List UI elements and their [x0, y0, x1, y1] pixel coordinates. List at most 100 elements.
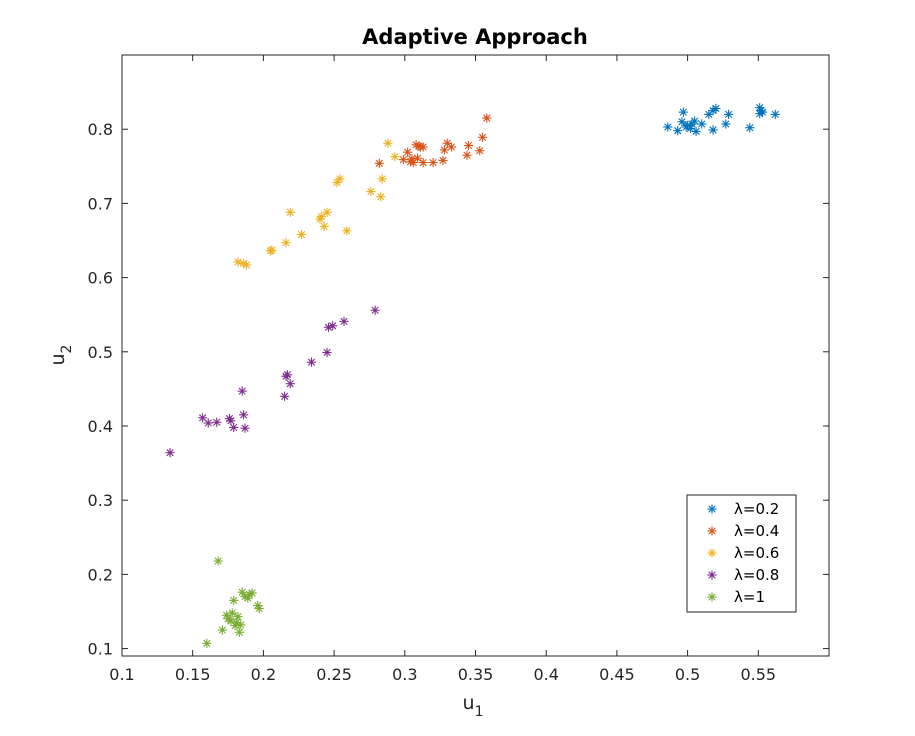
data-point-series-1 — [690, 116, 700, 126]
data-point-series-1 — [721, 119, 731, 129]
data-point-series-4 — [239, 410, 249, 420]
data-point-series-1 — [711, 103, 721, 114]
y-tick-label: 0.5 — [88, 343, 113, 362]
legend-marker-3 — [707, 548, 717, 558]
data-point-series-4 — [203, 418, 213, 428]
data-point-series-1 — [673, 126, 683, 136]
data-points — [165, 103, 780, 648]
data-point-series-2 — [438, 155, 448, 165]
data-point-series-5 — [202, 638, 212, 648]
data-point-series-3 — [383, 138, 393, 148]
data-point-series-2 — [463, 140, 474, 151]
x-axis-label: u1 — [463, 692, 484, 720]
data-point-series-2 — [475, 146, 485, 156]
data-point-series-4 — [212, 417, 222, 427]
data-point-series-5 — [217, 625, 227, 635]
legend-marker-5 — [707, 592, 717, 602]
data-point-series-3 — [322, 207, 332, 217]
data-point-series-3 — [296, 229, 307, 240]
data-point-series-5 — [229, 595, 239, 605]
data-point-series-3 — [285, 207, 295, 217]
legend-label-5: λ=1 — [734, 588, 765, 606]
data-point-series-2 — [398, 155, 408, 165]
data-point-series-5 — [227, 608, 237, 618]
data-point-series-2 — [482, 113, 492, 123]
data-point-series-2 — [439, 145, 449, 155]
x-tick-label: 0.5 — [675, 665, 700, 684]
data-point-series-5 — [234, 627, 244, 637]
data-point-series-1 — [663, 122, 673, 132]
data-point-series-4 — [240, 423, 250, 433]
y-axis-label: u2 — [47, 345, 75, 366]
y-tick-label: 0.1 — [88, 640, 113, 659]
data-point-series-4 — [165, 448, 175, 458]
data-point-series-1 — [708, 125, 718, 135]
data-point-series-2 — [477, 132, 488, 142]
data-point-series-2 — [462, 150, 472, 160]
data-point-series-1 — [770, 109, 780, 119]
data-point-series-5 — [236, 620, 246, 630]
x-tick-label: 0.4 — [533, 665, 558, 684]
data-point-series-2 — [412, 153, 423, 163]
data-point-series-1 — [677, 117, 687, 127]
data-point-series-4 — [328, 321, 338, 331]
y-tick-label: 0.8 — [88, 120, 113, 139]
data-point-series-2 — [403, 147, 413, 157]
data-point-series-4 — [339, 316, 349, 326]
legend-marker-2 — [707, 526, 717, 536]
y-tick-label: 0.2 — [88, 565, 113, 584]
y-tick-label: 0.6 — [88, 269, 113, 288]
data-point-series-2 — [374, 158, 384, 168]
y-tick-label: 0.4 — [88, 417, 113, 436]
y-tick-label: 0.3 — [88, 491, 113, 510]
data-point-series-1 — [678, 107, 688, 117]
data-point-series-3 — [319, 221, 329, 231]
chart-title: Adaptive Approach — [362, 25, 588, 49]
data-point-series-4 — [280, 391, 290, 401]
data-point-series-3 — [267, 245, 277, 255]
data-point-series-5 — [243, 593, 253, 603]
data-point-series-4 — [226, 416, 236, 426]
data-point-series-5 — [213, 556, 223, 566]
legend: λ=0.2 λ=0.4 λ=0.6 λ=0.8 λ=1 — [686, 494, 797, 613]
data-point-series-4 — [229, 422, 239, 433]
x-tick-label: 0.3 — [392, 665, 417, 684]
data-point-series-4 — [322, 347, 332, 358]
data-point-series-4 — [306, 357, 317, 367]
data-point-series-3 — [390, 152, 400, 162]
legend-label-3: λ=0.6 — [734, 544, 779, 562]
data-point-series-3 — [281, 238, 291, 248]
data-point-series-4 — [237, 386, 247, 396]
legend-label-2: λ=0.4 — [734, 522, 779, 540]
data-point-series-1 — [697, 119, 707, 129]
x-tick-label: 0.15 — [175, 665, 211, 684]
legend-marker-4 — [707, 570, 717, 580]
data-point-series-5 — [233, 612, 243, 622]
x-tick-label: 0.35 — [458, 665, 494, 684]
x-axis: 0.1 0.15 0.2 0.25 0.3 0.35 0.4 0.45 0.5 0.55 — [109, 55, 776, 684]
data-point-series-3 — [241, 260, 252, 270]
y-tick-label: 0.7 — [88, 194, 113, 213]
data-point-series-1 — [724, 109, 734, 119]
data-point-series-4 — [285, 379, 295, 389]
data-point-series-3 — [342, 226, 352, 236]
data-point-series-3 — [233, 257, 243, 267]
legend-marker-1 — [707, 504, 717, 514]
data-point-series-2 — [418, 157, 428, 168]
data-point-series-4 — [197, 413, 208, 423]
legend-box — [686, 494, 797, 613]
data-point-series-4 — [370, 305, 380, 315]
y-axis: 0.1 0.2 0.3 0.4 0.5 0.6 0.7 0.8 — [88, 120, 829, 659]
data-point-series-5 — [254, 603, 264, 614]
x-tick-label: 0.1 — [109, 665, 134, 684]
data-point-series-4 — [282, 370, 293, 380]
data-point-series-1 — [757, 107, 768, 117]
data-point-series-2 — [428, 157, 438, 168]
legend-label-4: λ=0.8 — [734, 566, 779, 584]
data-point-series-3 — [377, 174, 387, 184]
x-tick-label: 0.25 — [316, 665, 352, 684]
data-point-series-1 — [691, 126, 701, 137]
data-point-series-3 — [335, 174, 345, 184]
x-tick-label: 0.45 — [599, 665, 635, 684]
